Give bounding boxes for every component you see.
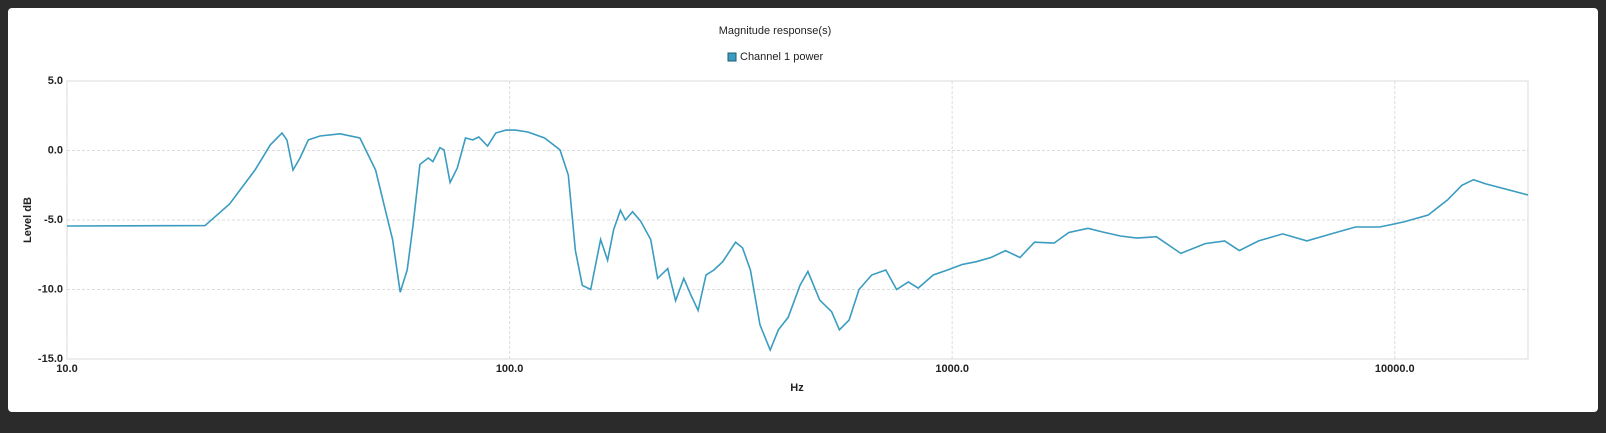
- x-tick-label: 10000.0: [1375, 363, 1415, 375]
- y-axis-label: Level dB: [22, 197, 34, 243]
- legend-label: Channel 1 power: [740, 51, 824, 63]
- chart-title: Magnitude response(s): [719, 25, 832, 37]
- panel: [8, 8, 1598, 412]
- x-tick-label: 1000.0: [935, 363, 969, 375]
- legend-swatch: [727, 52, 737, 62]
- y-tick-label: 5.0: [48, 75, 63, 87]
- series-line: [66, 129, 1529, 353]
- y-tick-label: -10.0: [38, 283, 63, 295]
- y-tick-label: -5.0: [44, 214, 63, 226]
- x-tick-label: 100.0: [496, 363, 524, 375]
- x-tick-label: 10.0: [56, 363, 77, 375]
- y-tick-label: -15.0: [38, 353, 63, 365]
- x-axis-label: Hz: [790, 382, 804, 394]
- y-tick-label: 0.0: [48, 144, 63, 156]
